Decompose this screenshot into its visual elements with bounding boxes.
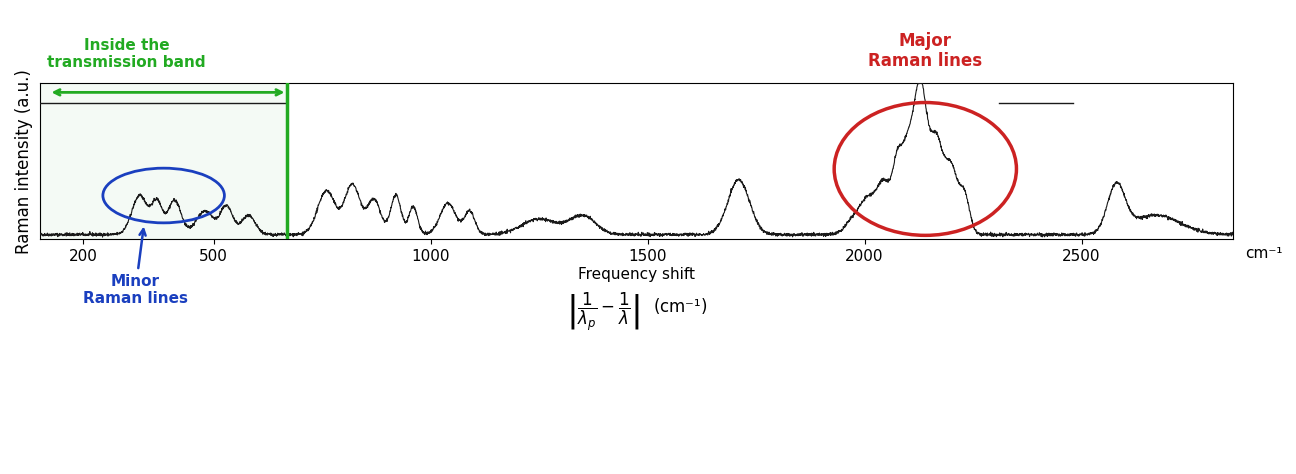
Text: Major
Raman lines: Major Raman lines	[868, 32, 982, 71]
Text: Inside the
transmission band: Inside the transmission band	[48, 38, 206, 71]
Text: $\left|\dfrac{1}{\lambda_p} - \dfrac{1}{\lambda}\right|$  (cm⁻¹): $\left|\dfrac{1}{\lambda_p} - \dfrac{1}{…	[566, 291, 708, 333]
Text: cm⁻¹: cm⁻¹	[1245, 246, 1283, 261]
Y-axis label: Raman intensity (a.u.): Raman intensity (a.u.)	[16, 69, 32, 254]
Bar	[40, 83, 288, 239]
Text: Minor
Raman lines: Minor Raman lines	[83, 229, 188, 306]
Text: Frequency shift: Frequency shift	[578, 267, 695, 283]
